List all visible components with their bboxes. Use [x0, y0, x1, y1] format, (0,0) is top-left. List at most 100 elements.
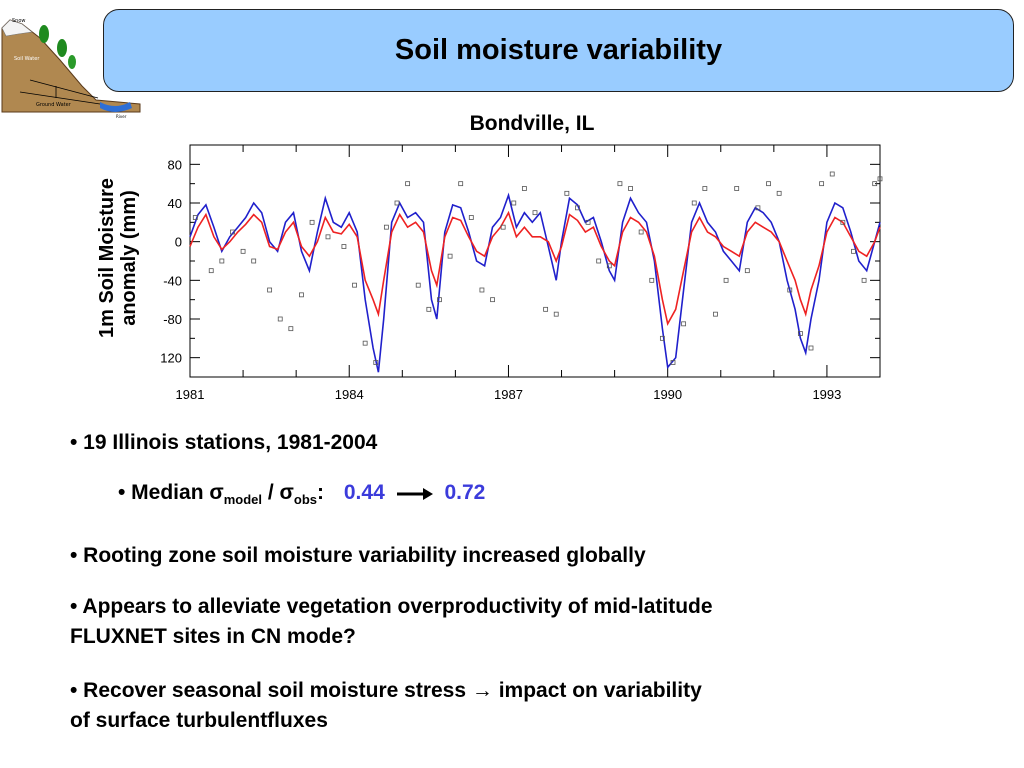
soil-moisture-chart: Bondville, IL 1m Soil Moisture anomaly (…: [96, 112, 883, 402]
obs-point: [564, 190, 570, 196]
median-value-before: 0.44: [343, 481, 385, 504]
bullet-vegetation-line2: FLUXNET sites in CN mode?: [70, 625, 356, 648]
median-value-after: 0.72: [444, 481, 486, 504]
plot-frame: [189, 144, 881, 378]
bullet-stress: • Recover seasonal soil moisture stress …: [70, 676, 1000, 736]
obs-point: [230, 229, 235, 235]
y-tick-label: 40: [168, 196, 182, 211]
y-tick-label: -80: [163, 312, 182, 327]
logo-label-ground-water: Ground Water: [36, 102, 72, 108]
flow-arrow: [29, 79, 99, 99]
obs-point: [797, 331, 803, 336]
y-tick-label: 120: [160, 351, 182, 366]
obs-point: [288, 326, 294, 332]
obs-point: [362, 340, 368, 346]
x-tick-label: 1984: [335, 387, 364, 402]
obs-point: [628, 186, 633, 191]
obs-point: [405, 181, 411, 187]
obs-point: [877, 176, 883, 182]
obs-point: [585, 219, 591, 225]
obs-point: [734, 186, 740, 191]
obs-point: [776, 190, 782, 196]
obs-point: [426, 306, 432, 312]
y-axis-ticks: 80 40 0 -40 -80 120: [160, 157, 880, 366]
obs-point: [575, 205, 580, 211]
obs-point: [670, 360, 676, 365]
obs-point: [713, 311, 718, 317]
obs-point: [267, 287, 273, 293]
median-colon: :: [317, 481, 325, 504]
obs-point: [543, 306, 549, 312]
obs-point: [394, 200, 400, 206]
title-banner: Soil moisture variability: [103, 9, 1014, 92]
obs-point: [787, 287, 793, 293]
bullet-stress-line1: • Recover seasonal soil moisture stress …: [70, 679, 702, 702]
series-line-1: [189, 210, 881, 327]
obs-point: [681, 321, 687, 327]
obs-point: [702, 186, 708, 191]
obs-point: [861, 277, 867, 283]
obs-point: [299, 292, 304, 298]
median-mid: / σ: [262, 481, 294, 504]
obs-point: [819, 181, 825, 187]
tree-icon: [57, 39, 67, 57]
y-tick-label: 80: [168, 157, 182, 172]
x-tick-label: 1981: [176, 387, 205, 402]
obs-point: [808, 345, 814, 351]
x-tick-label: 1993: [812, 387, 841, 402]
obs-point: [192, 215, 198, 220]
obs-point: [553, 311, 559, 317]
obs-point: [352, 282, 357, 288]
obs-point: [851, 248, 856, 254]
bullet-vegetation-line1: • Appears to alleviate vegetation overpr…: [70, 595, 713, 618]
bullet-rooting-zone: • Rooting zone soil moisture variability…: [70, 541, 1000, 571]
obs-point: [373, 360, 379, 365]
x-axis-ticks: 1981 1984 1987 1990 1993: [176, 145, 881, 402]
obs-point: [872, 181, 878, 187]
obs-point: [437, 297, 442, 303]
obs-point: [532, 210, 538, 216]
obs-point: [617, 181, 623, 187]
hillslope-logo: Snow Soil Water Ground Water River: [1, 18, 141, 119]
arrow-right-icon: [396, 488, 433, 501]
obs-point: [277, 316, 283, 322]
obs-point: [511, 200, 517, 206]
obs-point: [468, 215, 474, 220]
obs-point: [596, 258, 602, 264]
median-sub-obs: obs: [293, 492, 318, 508]
obs-point: [744, 268, 750, 274]
obs-point: [208, 268, 214, 274]
obs-point: [723, 277, 729, 283]
obs-point: [521, 186, 527, 191]
series-line-0: [189, 192, 881, 373]
logo-label-soil-water: Soil Water: [14, 56, 40, 62]
x-tick-label: 1987: [494, 387, 523, 402]
chart-title: Bondville, IL: [470, 112, 595, 135]
bullet-stress-line2: of surface turbulentfluxes: [70, 709, 328, 732]
obs-point: [309, 219, 315, 225]
obs-point: [766, 181, 771, 187]
obs-point: [500, 224, 506, 230]
y-axis-label-line1: 1m Soil Moisture: [96, 178, 118, 338]
obs-point: [240, 248, 246, 254]
bullet-rooting-zone-text: • Rooting zone soil moisture variability…: [70, 544, 646, 567]
obs-point: [649, 277, 655, 283]
series-group: [189, 171, 883, 373]
bullet-stations-text: • 19 Illinois stations, 1981-2004: [70, 431, 378, 454]
obs-point: [251, 258, 257, 264]
bullet-stations: • 19 Illinois stations, 1981-2004: [70, 428, 1000, 458]
y-axis-label-line2: anomaly (mm): [118, 190, 140, 326]
obs-point: [840, 219, 846, 225]
obs-point: [219, 258, 225, 264]
snow-cap: [1, 19, 33, 37]
logo-label-snow: Snow: [12, 18, 26, 24]
bullet-median: • Median σmodel / σobs: 0.44 0.72: [118, 478, 1024, 515]
median-sub-model: model: [223, 492, 263, 508]
flow-arrow: [19, 91, 101, 105]
y-tick-label: 0: [175, 235, 182, 250]
river-shape: [100, 102, 132, 112]
y-tick-label: -40: [163, 273, 182, 288]
tree-icon: [39, 25, 49, 43]
obs-point: [458, 181, 464, 187]
obs-point: [659, 335, 665, 341]
